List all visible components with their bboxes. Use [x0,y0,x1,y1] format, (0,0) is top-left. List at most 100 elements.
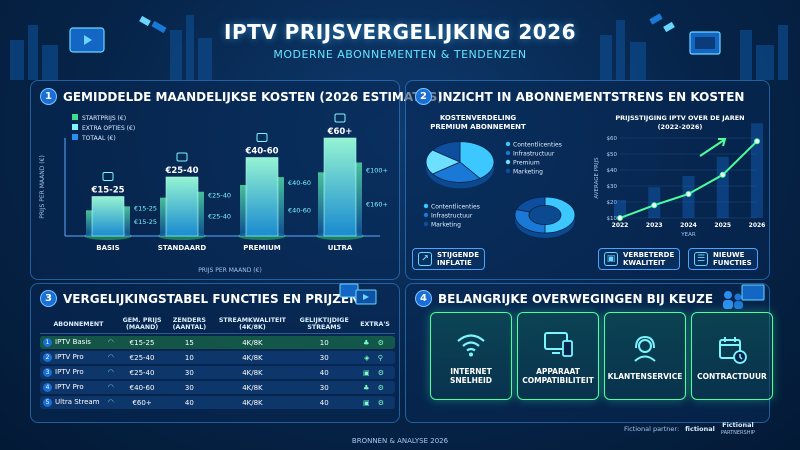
table-row: 5 Ultra Stream ◠ €60+ 40 4K/8K 40 ▣ ⚙ [40,396,395,410]
donut-legend-label: Infrastructuur [431,213,473,220]
x-tick-label: 2023 [646,222,663,229]
monitors-icon [339,283,377,305]
section-number: 3 [40,290,57,307]
card-device-compatibility: APPARAAT COMPATIBILITEIT [517,312,599,400]
trend-bar [751,123,763,218]
cell-price: €60+ [116,396,168,410]
pie-legend-label: Marketing [513,169,543,176]
page-subtitle: MODERNE ABONNEMENTEN & TENDENZEN [273,48,527,61]
section-4-heading: 4 BELANGRIJKE OVERWEGINGEN BIJ KEUZE [415,290,713,307]
cell-price: €15-25 [116,336,168,350]
calendar-icon [719,336,747,364]
section-number: 4 [415,290,432,307]
section-2-heading: 2 INZICHT IN ABONNEMENTSTRENS EN KOSTEN [415,88,744,105]
x-tick-label: 2025 [714,222,731,229]
bar-total-label: €160+ [366,201,388,209]
cell-extras: ▣ ⚙ [355,366,395,380]
legend-label: TOTAAL (€) [81,135,116,142]
cell-quality: 4K/8K [211,351,294,365]
pie-legend-dot [505,150,511,156]
pie-subtitle: PREMIUM ABONNEMENT [430,123,526,131]
bar-basis [91,196,125,237]
tv-icon [102,172,114,181]
donut-legend-dot [423,203,429,209]
extras-icons: ▣ ⚙ [362,398,388,407]
bar-side [122,206,130,236]
cell-subscription: 5 Ultra Stream ◠ [40,396,117,410]
trend-up-icon: ↗ [418,252,432,267]
legend-swatch [72,114,78,120]
cell-extras: ▣ ⚙ [355,396,395,410]
col-avg-price: GEM. PRIJS (MAAND) [116,315,168,335]
col-subscription: ABONNEMENT [40,315,117,335]
pie-slice [431,161,481,183]
legend-label: STARTPRIJS (€) [82,115,126,122]
pie-legend-label: Contentlicenties [513,142,562,149]
trend-bar [716,156,729,218]
pie-legend-dot [505,141,511,147]
section-3-heading: 3 VERGELIJKINGSTABEL FUNCTIES EN PRIJZEN [40,290,359,307]
y-tick-label: $60 [607,136,618,142]
donut-slice [515,196,546,213]
trend-bar [614,200,626,218]
satellite-dish-icon [649,13,675,33]
extras-icons: ♣ ⚙ [363,383,387,392]
cell-streams: 30 [293,381,356,395]
donut-legend-dot [423,221,429,227]
device-icon [544,332,573,357]
table-row: 1 IPTV Basis ◠ €15-25 15 4K/8K 10 ♣ ⚙ [40,336,395,350]
data-point [651,202,658,209]
cell-streams: 10 [293,336,356,350]
col-extras: EXTRA'S [355,315,395,335]
bar-side [354,162,362,236]
line-chart-title: PRIJSSTIJGING IPTV OVER DE JAREN [615,114,744,122]
data-point [617,215,623,221]
cell-quality: 4K/8K [211,336,294,350]
cell-channels: 15 [167,336,212,350]
cell-price: €40-60 [116,381,168,395]
table-row: 4 IPTV Pro ◠ €40-60 30 4K/8K 30 ♣ ⚙ [40,381,395,395]
bar-ultra [323,137,357,237]
tv-icon [176,152,188,162]
x-axis-label: YEAR [680,232,696,238]
cell-streams: 40 [293,396,356,410]
col-simultaneous-streams: GELIJKTIJDIGE STREAMS [293,315,356,335]
section-title: VERGELIJKINGSTABEL FUNCTIES EN PRIJZEN [63,291,360,306]
wifi-icon: ◠ [107,383,114,392]
donut-legend-dot [423,212,429,218]
badge-rising-inflation: ↗ STIJGENDE INFLATIE [412,248,486,271]
x-tick-label: 2024 [680,222,697,229]
col-stream-quality: STREAMKWALITEIT (4K/8K) [211,315,294,335]
comparison-table: ABONNEMENT GEM. PRIJS (MAAND) ZENDERS (AAN… [40,313,395,411]
cell-channels: 30 [167,366,212,380]
col-channels: ZENDERS (AANTAL) [167,315,212,335]
donut-legend-label: Contentlicenties [431,204,480,211]
badge-new-features: ☰ NIEUWE FUNCTIES [688,248,758,271]
cell-price: €25-40 [116,351,168,365]
section-1-heading: 1 GEMIDDELDE MAANDELIJKSE KOSTEN (2026 E… [40,88,443,105]
bar-side [86,210,94,236]
bar-chart-monthly-costs: STARTPRIJS (€) EXTRA OPTIES (€) TOTAAL (€)… [39,113,388,274]
section-number: 2 [415,88,432,105]
bar-total-label: €40-60 [288,206,311,214]
extras-icons: ◈ ⚲ [364,353,386,362]
cell-subscription: 2 IPTV Pro ◠ [40,351,117,365]
pie-slice [459,141,495,179]
bar-side [318,172,326,236]
cell-streams: 40 [293,366,356,380]
cell-quality: 4K/8K [211,396,294,410]
y-axis-label: PRIJS PER MAAND (€) [39,155,46,219]
headset-icon [634,335,656,362]
pie-title: KOSTENVERDELING [440,114,517,122]
extras-icons: ▣ ⚙ [362,368,388,377]
bar-standaard [165,176,199,237]
wifi-icon: ◠ [107,353,114,362]
sources-footer: BRONNEN & ANALYSE 2026 [351,437,449,445]
bar-side [196,191,204,236]
bar-price-label: €60+ [327,127,353,137]
pie-legend-label: Infrastructuur [513,151,555,158]
y-tick-label: $30 [607,184,618,190]
partner-logo: fictional [685,424,715,433]
bar-category-label: STANDAARD [158,244,207,252]
tv-icon [69,27,105,53]
